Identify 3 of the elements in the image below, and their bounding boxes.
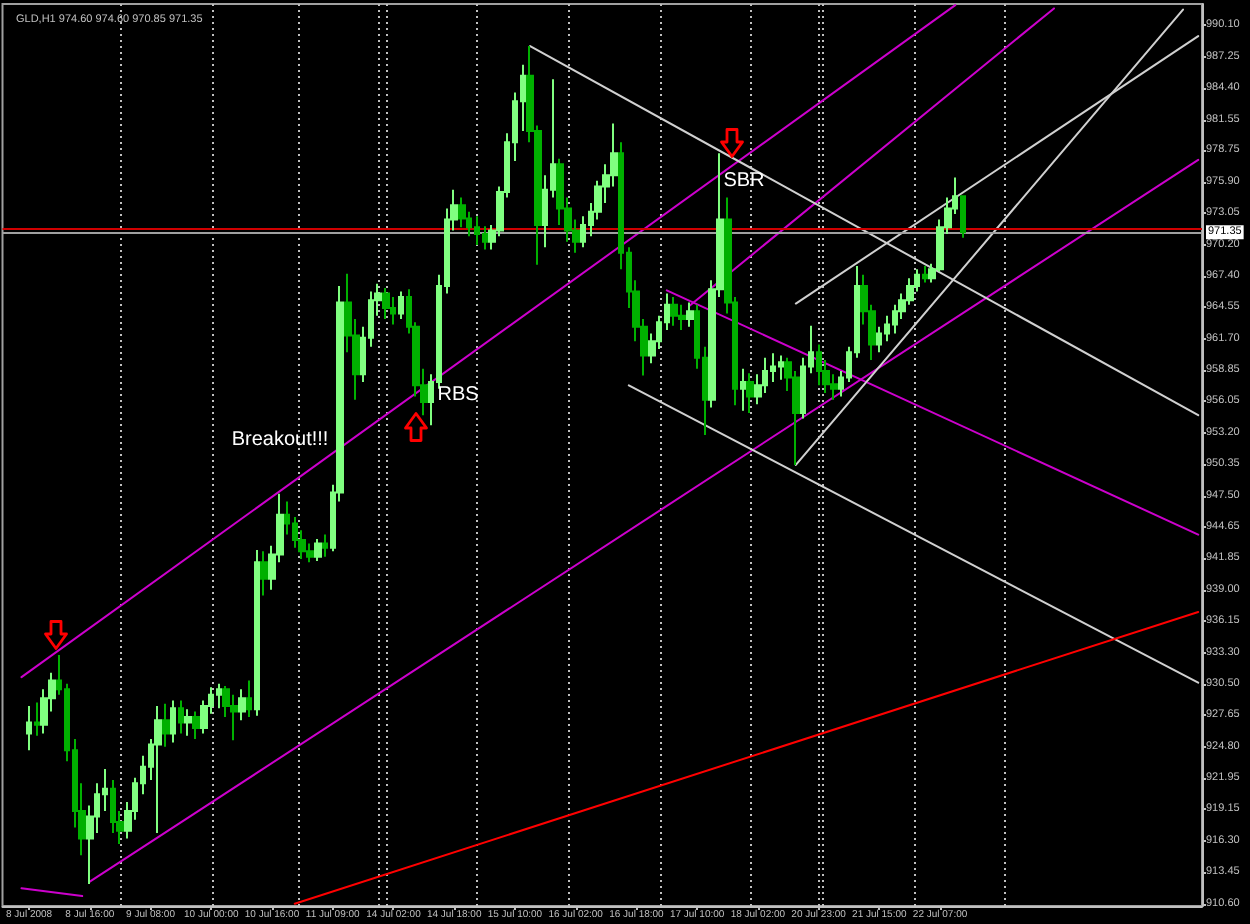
annotation: RBS: [437, 384, 480, 406]
annotation: SBR: [723, 170, 765, 192]
annotation: Breakout!!!: [231, 429, 329, 451]
